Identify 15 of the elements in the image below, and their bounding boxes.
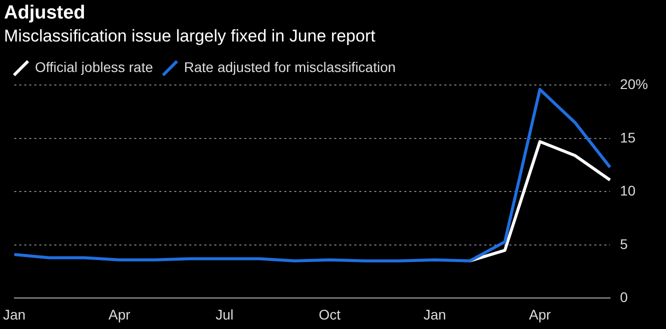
y-tick-label: 0 [620, 289, 628, 306]
chart-title: Adjusted [4, 2, 86, 24]
chart-subtitle: Misclassification issue largely fixed in June report [4, 26, 376, 46]
legend-label: Rate adjusted for misclassification [184, 59, 396, 76]
x-tick-label: Oct [318, 306, 341, 322]
y-tick-label: 5 [620, 236, 628, 252]
y-tick-label: 15 [620, 129, 636, 146]
x-tick-label: Jan [2, 306, 26, 322]
x-tick-label: Jul [216, 306, 234, 322]
x-tick-label: Jan [423, 306, 446, 322]
legend-label: Official jobless rate [35, 59, 154, 76]
x-tick-label: Apr [108, 306, 131, 322]
y-tick-label: 20% [620, 76, 648, 92]
y-tick-label: 10 [620, 182, 636, 199]
x-tick-label: Apr [529, 306, 552, 322]
